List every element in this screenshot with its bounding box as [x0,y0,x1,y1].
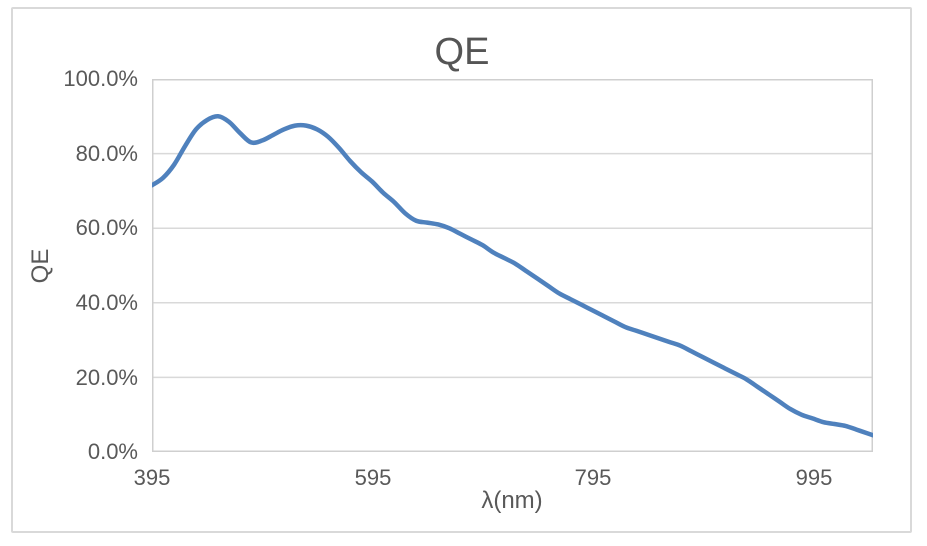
plot-area [152,79,873,452]
plot-border [152,79,873,452]
gridlines [152,79,873,452]
x-tick-label: 795 [574,465,612,490]
y-tick-label: 100.0% [63,66,138,91]
chart-frame[interactable] [11,7,912,533]
chart-title: QE [434,31,490,73]
y-tick-label: 60.0% [75,215,138,240]
x-tick-label: 995 [795,465,833,490]
x-axis-title: λ(nm) [481,487,543,514]
qe-series-line [152,114,873,438]
y-axis-title: QE [27,248,54,284]
y-tick-label: 40.0% [75,290,138,315]
y-tick-label: 0.0% [87,439,138,464]
x-tick-label: 595 [354,465,392,490]
y-tick-label: 80.0% [75,141,138,166]
x-tick-label: 395 [133,465,171,490]
y-tick-label: 20.0% [75,365,138,390]
